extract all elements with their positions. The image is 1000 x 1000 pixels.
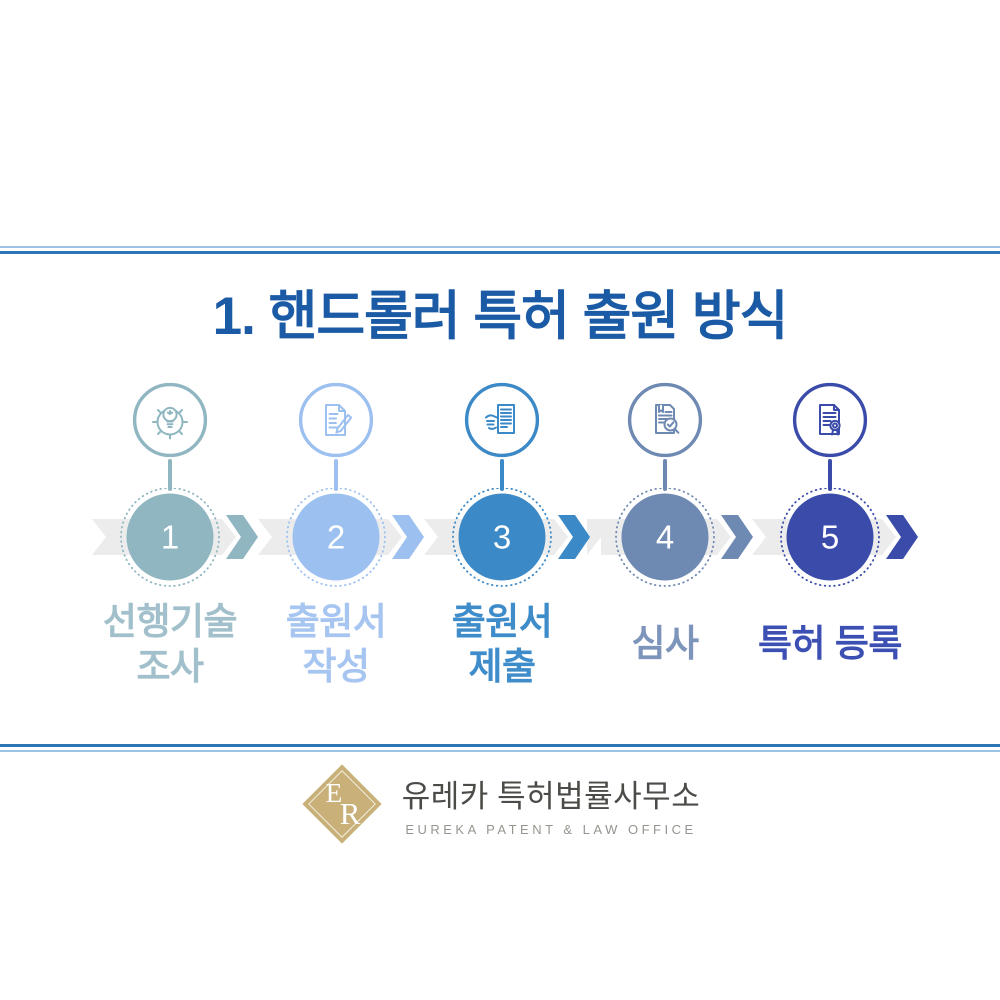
- step-label-draft-application: 출원서 작성: [285, 600, 387, 687]
- page-title: 1. 핸드롤러 특허 출원 방식: [212, 287, 789, 346]
- process-band: 1 2 3 4 5: [92, 488, 918, 587]
- chevron-arrow-icon: [392, 515, 424, 559]
- step-number: 4: [656, 519, 674, 556]
- step-connector: [500, 459, 504, 491]
- logo-diamond-icon: E R: [300, 762, 384, 846]
- step-connector: [168, 459, 172, 491]
- certificate-seal-icon: [792, 382, 868, 458]
- chevron-arrow-icon: [886, 515, 918, 559]
- logo-monogram-r: R: [339, 796, 361, 831]
- top-divider-light: [0, 246, 1000, 248]
- document-pencil-icon: [298, 382, 374, 458]
- step-connector: [663, 459, 667, 491]
- chevron-arrow-icon: [226, 515, 258, 559]
- chevron-arrow-icon: [558, 515, 590, 559]
- logo-monogram-e: E: [325, 778, 343, 808]
- chevron-arrow-icon: [721, 515, 753, 559]
- step-number: 3: [493, 519, 511, 556]
- step-connector: [828, 459, 832, 491]
- company-name-english: EUREKA PATENT & LAW OFFICE: [405, 822, 697, 837]
- document-submit-hand-icon: [464, 382, 540, 458]
- company-name-korean: 유레카 특허법률사무소: [401, 779, 701, 814]
- document-magnifier-check-icon: [627, 382, 703, 458]
- top-divider-dark: [0, 251, 1000, 254]
- step-label-prior-art-search: 선행기술 조사: [102, 600, 238, 687]
- step-label-file-application: 출원서 제출: [451, 600, 553, 687]
- bottom-divider-dark: [0, 744, 1000, 747]
- step-circle-5: 5: [780, 488, 880, 587]
- step-number: 1: [161, 519, 179, 556]
- gear-lightbulb-icon: [132, 382, 208, 458]
- bottom-divider-light: [0, 750, 1000, 752]
- step-number: 2: [327, 519, 345, 556]
- step-circle-4: 4: [615, 488, 715, 587]
- step-number: 5: [821, 519, 839, 556]
- step-label-registration: 특허 등록: [758, 623, 902, 665]
- step-circle-1: 1: [120, 488, 220, 587]
- footer-logo: E R 유레카 특허법률사무소 EUREKA PATENT & LAW OFFI…: [0, 762, 1000, 846]
- step-connector: [334, 459, 338, 491]
- step-circle-3: 3: [452, 488, 552, 587]
- step-label-examination: 심사: [631, 623, 699, 665]
- step-circle-2: 2: [286, 488, 386, 587]
